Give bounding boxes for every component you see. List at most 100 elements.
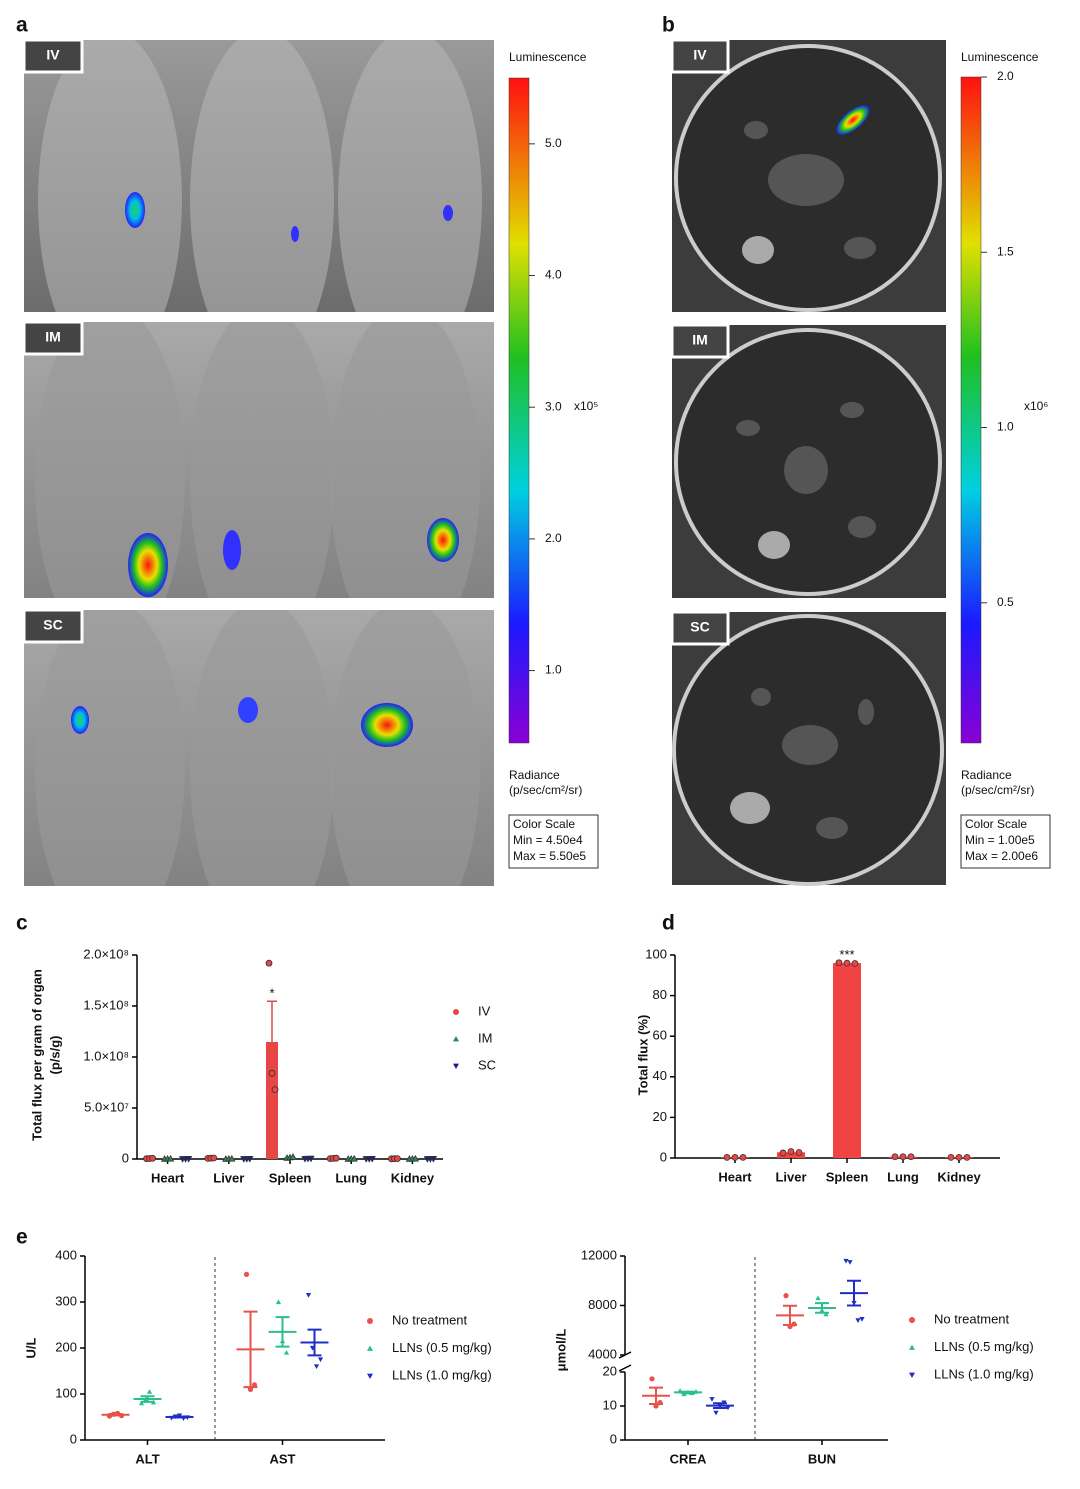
- data-point: [795, 1149, 803, 1156]
- legend-marker: [909, 1372, 915, 1378]
- panel-label: a: [16, 14, 28, 37]
- image: [672, 612, 946, 886]
- image: [24, 40, 494, 312]
- data-point: [653, 1403, 659, 1409]
- data-point: [713, 1410, 719, 1416]
- color-scale-max: Max = 5.50e5: [513, 849, 586, 863]
- image: [672, 325, 946, 598]
- data-point: [172, 1414, 179, 1420]
- data-point: [787, 1148, 795, 1155]
- y-tick-label: 40: [653, 1068, 667, 1083]
- y-tick-label: 0: [610, 1431, 617, 1446]
- data-point: [275, 1299, 282, 1305]
- error-bar: [267, 1000, 277, 1043]
- legend-marker: [367, 1318, 373, 1324]
- x-tick-label: BUN: [808, 1451, 836, 1466]
- x-tick-label: Lung: [887, 1169, 919, 1184]
- data-point: [106, 1413, 113, 1419]
- data-point: [332, 1154, 340, 1162]
- color-scale-title: Color Scale: [513, 817, 575, 831]
- legend-label: LLNs (0.5 mg/kg): [392, 1340, 492, 1355]
- x-tick-label: AST: [270, 1451, 296, 1466]
- y-tick-label: 0: [660, 1149, 667, 1164]
- y-tick-label: 1.5×10⁸: [83, 997, 129, 1012]
- legend-label: LLNs (1.0 mg/kg): [392, 1367, 492, 1382]
- data-point: [657, 1400, 663, 1406]
- y-tick-label: 20: [653, 1109, 667, 1124]
- legend-marker: [909, 1344, 915, 1350]
- data-point: [150, 1399, 157, 1405]
- data-point: [317, 1357, 324, 1363]
- legend-label: LLNs (1.0 mg/kg): [934, 1366, 1034, 1381]
- data-point: [843, 1258, 849, 1264]
- data-point: [251, 1382, 258, 1388]
- x-tick-label: Lung: [335, 1170, 367, 1185]
- data-point: [279, 1338, 286, 1344]
- y-axis-title: (p/s/g): [47, 1036, 62, 1075]
- legend-label: IM: [478, 1030, 492, 1045]
- image: [24, 322, 494, 598]
- y-tick-label: 12000: [581, 1247, 617, 1262]
- y-tick-label: 200: [55, 1339, 77, 1354]
- colorbar-tick-label: 2.0: [545, 531, 562, 545]
- y-tick-label: 400: [55, 1247, 77, 1262]
- data-point: [146, 1389, 153, 1394]
- legend-marker: [367, 1345, 373, 1351]
- data-point: [851, 960, 859, 967]
- bar: [777, 1152, 805, 1158]
- colorbar-title: Luminescence: [509, 50, 587, 64]
- row-labels: IV IM SC: [670, 38, 730, 646]
- data-point: [110, 1411, 117, 1417]
- color-scale-min: Min = 4.50e4: [513, 833, 583, 847]
- colorbar-multiplier: x10⁵: [574, 399, 598, 413]
- panel-labels: a b c d e: [16, 14, 675, 1249]
- y-tick-label: 300: [55, 1293, 77, 1308]
- x-tick-label: Liver: [775, 1169, 806, 1184]
- data-point: [271, 1086, 279, 1094]
- y-tick-label: 10: [603, 1397, 617, 1412]
- data-point: [118, 1413, 125, 1419]
- data-point: [899, 1153, 907, 1161]
- colorbar-tick-label: 0.5: [997, 595, 1014, 609]
- row-label: IV: [693, 47, 707, 63]
- colorbar-tick-label: 1.0: [545, 663, 562, 677]
- colorbar-tick-label: 4.0: [545, 268, 562, 282]
- data-point: [411, 1154, 420, 1162]
- data-point: [693, 1389, 699, 1394]
- color-scale-box: [960, 814, 1051, 869]
- data-point: [166, 1154, 175, 1162]
- data-point: [305, 1293, 312, 1298]
- legend-marker: [909, 1317, 915, 1323]
- color-scale-min: Min = 1.00e5: [965, 833, 1035, 847]
- data-point: [739, 1153, 747, 1161]
- data-point: [429, 1156, 438, 1163]
- data-point: [847, 1260, 853, 1265]
- panel-label: e: [16, 1226, 28, 1249]
- radiance-label: Radiance: [961, 768, 1012, 782]
- radiance-unit: (p/sec/cm²/sr): [509, 783, 582, 797]
- legend-label: LLNs (0.5 mg/kg): [934, 1339, 1034, 1354]
- data-point: [891, 1153, 899, 1161]
- data-point: [228, 1154, 236, 1162]
- panel-a-images: IV IM SC: [22, 38, 494, 886]
- data-point: [176, 1413, 183, 1419]
- data-point: [309, 1345, 316, 1351]
- data-point: [184, 1415, 191, 1421]
- colorbar-tick-label: 1.5: [997, 244, 1014, 258]
- x-tick-label: Liver: [213, 1170, 244, 1185]
- significance: ***: [839, 947, 854, 962]
- data-point: [721, 1400, 727, 1406]
- data-point: [859, 1317, 865, 1322]
- data-point: [246, 1156, 254, 1163]
- data-point: [283, 1350, 290, 1355]
- legend-label: No treatment: [392, 1312, 468, 1327]
- color-scale-box: [508, 814, 599, 869]
- x-tick-label: Spleen: [269, 1170, 312, 1185]
- data-point: [180, 1416, 187, 1421]
- data-point: [779, 1149, 787, 1157]
- x-tick-label: Heart: [151, 1170, 185, 1185]
- y-tick-label: 100: [645, 946, 667, 961]
- image: [24, 610, 494, 886]
- data-point: [168, 1415, 175, 1421]
